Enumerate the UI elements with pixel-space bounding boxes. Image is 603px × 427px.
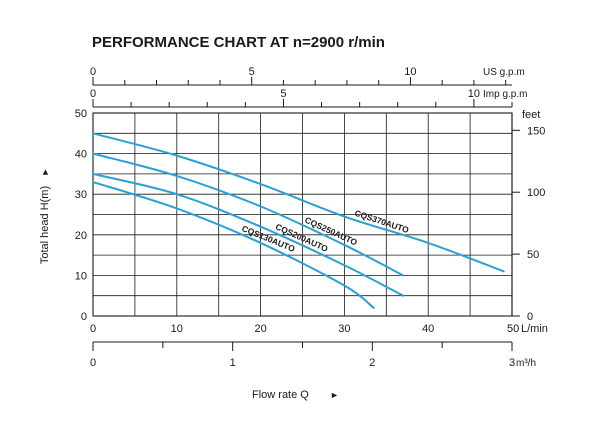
x-tick-label: 0	[90, 323, 96, 335]
x-axis-label-arrow: ►	[330, 390, 339, 400]
feet-axis-label: feet	[522, 109, 540, 121]
m3h-tick-label: 0	[90, 357, 96, 369]
feet-tick-label: 150	[527, 125, 545, 137]
y-tick-label: 30	[75, 189, 87, 201]
x-unit-label: L/min	[521, 323, 548, 335]
y-tick-label: 40	[75, 149, 87, 161]
series-curve-cqs130auto	[92, 181, 375, 309]
feet-tick-label: 0	[527, 311, 533, 323]
x-tick-label: 50	[507, 323, 519, 335]
us_gpm-tick-label: 10	[404, 66, 416, 78]
y-axis-label-arrow: ►	[40, 168, 50, 177]
m3h-tick-label: 2	[369, 357, 375, 369]
us_gpm-tick-label: 5	[249, 66, 255, 78]
m3h-axis-label: m³/h	[516, 358, 536, 369]
x-tick-label: 40	[422, 323, 434, 335]
y-tick-label: 10	[75, 270, 87, 282]
series-curve-cqs200auto	[92, 172, 405, 297]
x-tick-label: 10	[171, 323, 183, 335]
x-axis-label: Flow rate Q	[252, 389, 309, 401]
chart-title: PERFORMANCE CHART AT n=2900 r/min	[92, 34, 385, 51]
m3h-tick-label: 1	[230, 357, 236, 369]
feet-tick-label: 100	[527, 187, 545, 199]
us_gpm-tick-label: 0	[90, 66, 96, 78]
imp_gpm-axis-label: Imp g.p.m	[483, 89, 527, 100]
x-tick-label: 20	[254, 323, 266, 335]
imp_gpm-tick-label: 0	[90, 88, 96, 100]
feet-tick-label: 50	[527, 249, 539, 261]
y-tick-label: 50	[75, 108, 87, 120]
y-axis-label: Total head H(m)	[39, 186, 51, 264]
m3h-tick-label: 3	[509, 357, 515, 369]
y-tick-label: 20	[75, 230, 87, 242]
y-tick-label: 0	[81, 311, 87, 323]
series-curve-cqs250auto	[92, 152, 405, 277]
imp_gpm-tick-label: 5	[280, 88, 286, 100]
x-tick-label: 30	[338, 323, 350, 335]
imp_gpm-tick-label: 10	[468, 88, 480, 100]
series-curve-cqs370auto	[92, 132, 505, 273]
us_gpm-axis-label: US g.p.m	[483, 67, 525, 78]
